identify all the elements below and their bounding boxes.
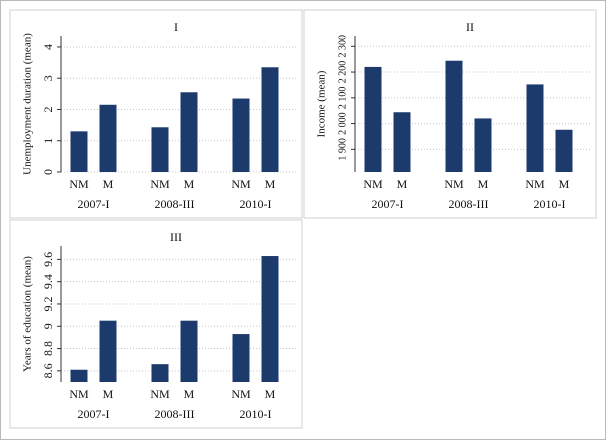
x-tick-label: M [184, 177, 195, 191]
bar [151, 127, 169, 172]
x-tick-label: M [559, 177, 570, 191]
x-tick-label: NM [231, 387, 251, 401]
group-label: 2010-I [240, 407, 272, 421]
bar [99, 104, 117, 172]
bar [99, 320, 117, 382]
bar [445, 60, 463, 172]
y-axis-label: Income (mean) [316, 70, 328, 137]
x-tick-label: NM [150, 177, 170, 191]
panel-title: II [466, 20, 474, 34]
bar [261, 67, 279, 172]
x-tick-label: NM [69, 177, 89, 191]
bar [70, 131, 88, 172]
y-tick-label: 1 [41, 138, 55, 144]
y-tick-label: 0 [41, 169, 55, 175]
x-tick-label: M [265, 387, 276, 401]
y-tick-label: 2 000 [337, 112, 348, 135]
bar [151, 364, 169, 382]
bar [232, 98, 250, 172]
y-axis-label: Years of education (mean) [22, 256, 34, 372]
bar [393, 112, 411, 172]
panel-frame [9, 9, 303, 219]
panel-frame [9, 219, 303, 429]
group-label: 2007-I [372, 197, 404, 211]
y-tick-label: 9.2 [41, 296, 55, 311]
x-tick-label: NM [525, 177, 545, 191]
x-tick-label: NM [150, 387, 170, 401]
bar [526, 84, 544, 172]
x-tick-label: M [265, 177, 276, 191]
x-tick-label: NM [363, 177, 383, 191]
bar [364, 66, 382, 172]
bar [261, 256, 279, 382]
y-tick-label: 2 200 [337, 61, 348, 84]
x-tick-label: NM [231, 177, 251, 191]
y-tick-label: 4 [41, 44, 55, 50]
y-tick-label: 9 [41, 323, 55, 329]
x-tick-label: M [103, 387, 114, 401]
y-tick-label: 8.6 [41, 363, 55, 378]
bar [180, 320, 198, 382]
y-tick-label: 8.8 [41, 341, 55, 356]
group-label: 2007-I [78, 407, 110, 421]
bar [555, 129, 573, 172]
y-tick-label: 3 [41, 75, 55, 81]
panel-title: I [174, 20, 178, 34]
group-label: 2010-I [240, 197, 272, 211]
x-tick-label: M [103, 177, 114, 191]
bar [180, 92, 198, 172]
y-tick-label: 2 100 [337, 87, 348, 110]
x-tick-label: NM [69, 387, 89, 401]
panel-title: III [170, 230, 182, 244]
x-tick-label: M [478, 177, 489, 191]
y-tick-label: 1 900 [337, 138, 348, 161]
y-tick-label: 9.6 [41, 252, 55, 267]
y-tick-label: 2 [41, 106, 55, 112]
group-label: 2008-III [449, 197, 489, 211]
bar [474, 118, 492, 172]
group-label: 2008-III [155, 407, 195, 421]
y-tick-label: 2 300 [337, 35, 348, 58]
group-label: 2007-I [78, 197, 110, 211]
x-tick-label: M [397, 177, 408, 191]
y-tick-label: 9.4 [41, 274, 55, 289]
x-tick-label: NM [444, 177, 464, 191]
group-label: 2008-III [155, 197, 195, 211]
bar [70, 369, 88, 382]
group-label: 2010-I [534, 197, 566, 211]
x-tick-label: M [184, 387, 195, 401]
y-axis-label: Unemployment duration (mean) [22, 33, 34, 175]
bar [232, 334, 250, 382]
